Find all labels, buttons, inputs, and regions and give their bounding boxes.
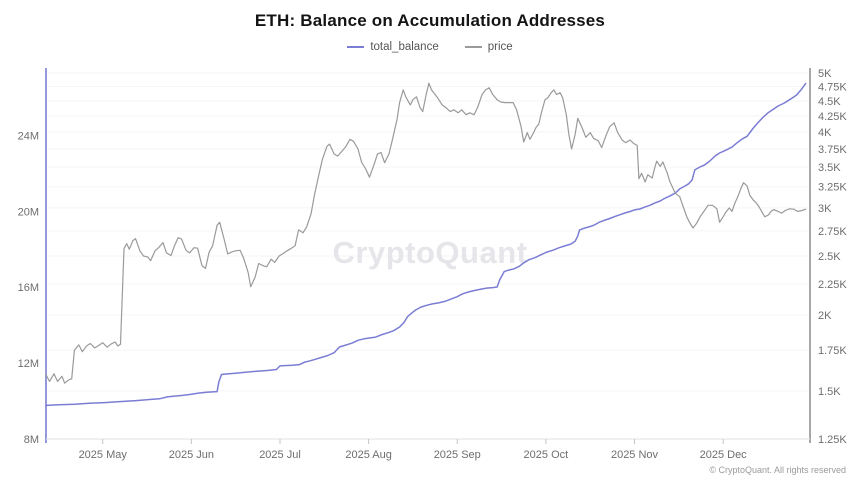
right-axis-tick-label: 5K — [818, 68, 832, 80]
left-axis-tick-label: 24M — [18, 130, 39, 142]
chart-title: ETH: Balance on Accumulation Addresses — [254, 11, 606, 30]
x-tick-label: 2025 Jul — [259, 449, 301, 461]
chart-legend: total_balance price — [0, 41, 860, 53]
x-tick-label: 2025 May — [79, 449, 128, 461]
left-axis-tick-label: 20M — [18, 206, 39, 218]
right-axis-tick-label: 2.75K — [818, 226, 847, 238]
total-balance-swatch — [347, 46, 365, 48]
x-tick-label: 2025 Sep — [434, 449, 481, 461]
right-axis-tick-label: 3.25K — [818, 182, 847, 194]
right-axis-tick-label: 1.75K — [818, 345, 847, 357]
legend-label-total-balance: total_balance — [370, 41, 439, 53]
left-axis-tick-label: 16M — [18, 282, 39, 294]
copyright-note: © CryptoQuant. All rights reserved — [709, 465, 846, 475]
right-axis-tick-label: 1.25K — [818, 434, 847, 446]
legend-item-price[interactable]: price — [464, 41, 513, 53]
right-axis-tick-label: 2.5K — [818, 251, 841, 263]
right-axis-tick-label: 4.5K — [818, 96, 841, 108]
x-tick-label: 2025 Dec — [700, 449, 748, 461]
total-balance-line — [45, 82, 807, 407]
watermark-text: CryptoQuant — [333, 235, 528, 270]
x-tick-label: 2025 Oct — [524, 449, 569, 461]
right-axis-tick-label: 4.75K — [818, 82, 847, 94]
right-axis-tick-label: 1.5K — [818, 386, 841, 398]
x-tick-label: 2025 Jun — [169, 449, 214, 461]
legend-label-price: price — [487, 41, 513, 53]
right-axis-tick-label: 2.25K — [818, 279, 847, 291]
right-axis-tick-label: 4K — [818, 127, 832, 139]
x-tick-label: 2025 Aug — [345, 449, 392, 461]
price-swatch — [464, 46, 482, 48]
x-tick-label: 2025 Nov — [611, 449, 659, 461]
right-axis-tick-label: 3K — [818, 203, 832, 215]
left-axis-tick-label: 12M — [18, 358, 39, 370]
right-axis-tick-label: 4.25K — [818, 111, 847, 123]
right-axis-tick-label: 3.5K — [818, 162, 841, 174]
legend-item-total-balance[interactable]: total_balance — [347, 41, 439, 53]
right-axis-tick-label: 2K — [818, 310, 832, 322]
price-line — [45, 82, 807, 384]
right-axis-tick-label: 3.75K — [818, 144, 847, 156]
left-axis-tick-label: 8M — [24, 434, 39, 446]
